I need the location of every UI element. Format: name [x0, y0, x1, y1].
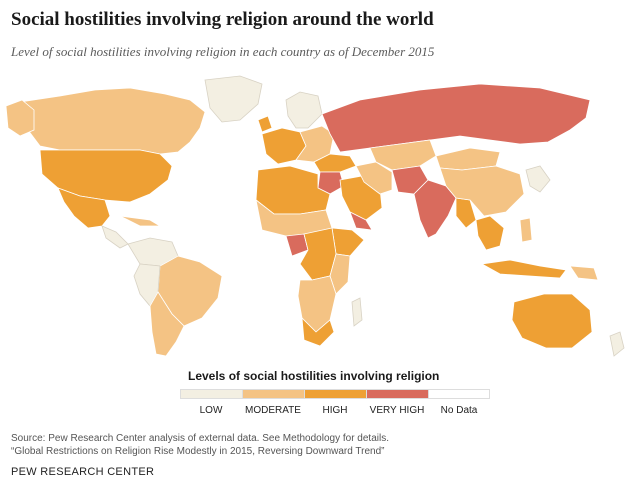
region-india[interactable] — [413, 179, 457, 239]
source-line-1: Source: Pew Research Center analysis of … — [11, 433, 389, 444]
region-canada[interactable] — [19, 87, 206, 155]
region-china[interactable] — [439, 165, 525, 217]
region-north-africa[interactable] — [255, 165, 331, 215]
legend-swatch-low — [180, 389, 242, 399]
region-australia[interactable] — [511, 293, 593, 349]
legend-scale — [180, 389, 490, 399]
region-alaska[interactable] — [5, 99, 35, 137]
region-greenland[interactable] — [204, 75, 263, 123]
source-line-2: “Global Restrictions on Religion Rise Mo… — [11, 446, 385, 457]
region-papua-new-guinea[interactable] — [569, 265, 599, 281]
legend-swatch-very-high — [366, 389, 428, 399]
region-caribbean[interactable] — [119, 215, 162, 227]
region-central-asia[interactable] — [369, 139, 437, 171]
region-russia[interactable] — [321, 83, 591, 153]
legend-label-no-data: No Data — [440, 405, 478, 416]
region-horn-of-africa[interactable] — [331, 227, 365, 257]
legend-swatch-high — [304, 389, 366, 399]
region-uk[interactable] — [257, 115, 273, 133]
region-central-america[interactable] — [101, 225, 129, 249]
region-southern-cone[interactable] — [149, 291, 185, 357]
region-yemen[interactable] — [349, 211, 373, 231]
region-new-zealand[interactable] — [609, 331, 625, 357]
legend-label-low: LOW — [199, 405, 223, 416]
legend-label-high: HIGH — [322, 405, 348, 416]
world-map — [5, 75, 625, 357]
region-madagascar[interactable] — [351, 297, 363, 327]
region-usa[interactable] — [39, 149, 173, 203]
region-scandinavia[interactable] — [285, 91, 323, 129]
region-indonesia[interactable] — [480, 259, 567, 279]
page-subtitle: Level of social hostilities involving re… — [11, 44, 435, 59]
brand-name: PEW RESEARCH CENTER — [11, 466, 155, 478]
page-title: Social hostilities involving religion ar… — [11, 9, 434, 30]
source-note: Source: Pew Research Center analysis of … — [11, 432, 389, 458]
region-central-africa[interactable] — [299, 227, 337, 281]
region-south-africa[interactable] — [301, 316, 335, 347]
legend-label-moderate: MODERATE — [245, 405, 301, 416]
legend-swatch-no-data — [428, 389, 490, 399]
legend-label-very-high: VERY HIGH — [369, 405, 425, 416]
region-southeast-asia[interactable] — [475, 215, 505, 251]
legend-title: Levels of social hostilities involving r… — [188, 369, 440, 383]
region-korea-japan[interactable] — [525, 165, 551, 193]
legend-swatch-moderate — [242, 389, 304, 399]
region-philippines[interactable] — [519, 217, 533, 243]
